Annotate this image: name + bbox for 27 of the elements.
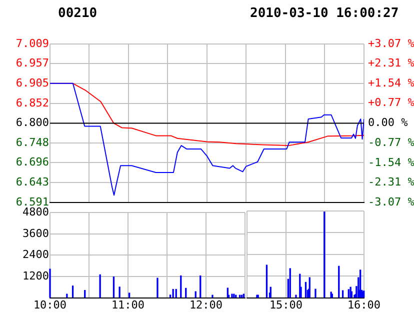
x-tick-label: 16:00 <box>347 298 381 312</box>
text: 0.00 % <box>368 116 408 130</box>
y-tick-label: 6.696 <box>16 155 49 168</box>
text: -3.07 % <box>368 195 414 208</box>
text: +1.54 % <box>368 76 414 90</box>
y-tick-label: 6.800 <box>16 116 49 130</box>
y-tick-label: 6.748 <box>16 136 49 149</box>
x-tick-label: 15:00 <box>269 298 303 312</box>
chart-title: 00210 <box>58 6 98 21</box>
x-tick-label: 10:00 <box>33 298 67 312</box>
text: +0.77 % <box>368 96 414 110</box>
chart-title: 2010-03-10 16:00:27 <box>250 6 399 21</box>
y-tick-label: 1200 <box>22 269 49 282</box>
text: -0.77 % <box>368 136 414 149</box>
y-tick-label: 7.009 <box>16 36 49 50</box>
y-tick-label: 6.852 <box>16 96 49 110</box>
y-tick-label: 6.957 <box>16 56 49 70</box>
y-tick-label: 6.905 <box>16 76 49 90</box>
x-tick-label: 12:00 <box>189 298 223 312</box>
text: +2.31 % <box>368 56 414 70</box>
y-tick-label: 2400 <box>22 248 49 262</box>
y-tick-label: 6.643 <box>16 176 49 189</box>
text: -2.31 % <box>368 176 414 189</box>
y-tick-label: 3600 <box>22 226 49 240</box>
text: +3.07 % <box>368 36 414 50</box>
text: -1.54 % <box>368 156 414 169</box>
x-tick-label: 11:00 <box>111 298 145 312</box>
